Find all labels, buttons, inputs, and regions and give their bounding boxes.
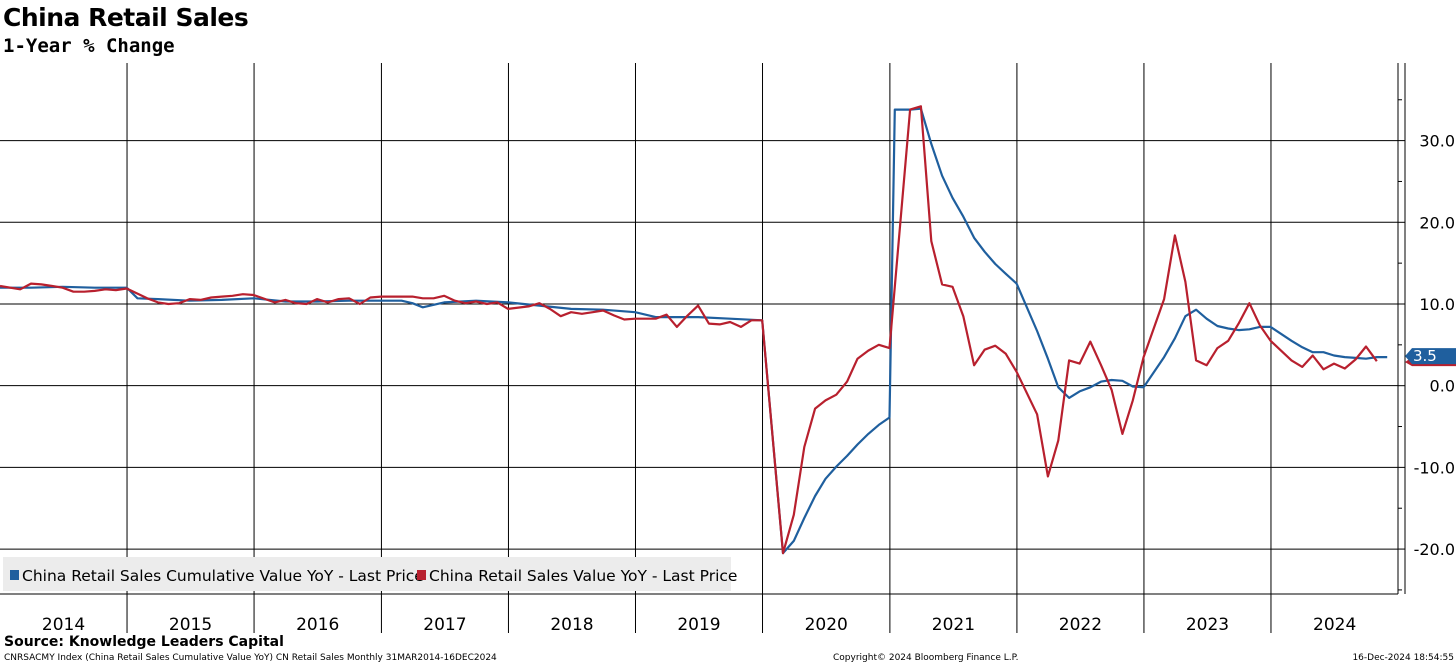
legend-label-monthly: China Retail Sales Value YoY - Last Pric… — [429, 567, 737, 585]
x-tick-label: 2016 — [296, 615, 339, 635]
y-tick-label: -20.0 — [1414, 540, 1455, 559]
series-line-cumulative — [0, 107, 1388, 555]
x-tick-label: 2014 — [42, 615, 85, 635]
legend-swatch-cumulative — [10, 570, 19, 580]
x-tick-label: 2019 — [677, 615, 720, 635]
last-value-tag-cumulative — [1405, 348, 1456, 365]
chart-subtitle: 1-Year % Change — [3, 35, 175, 57]
copyright-note: Copyright© 2024 Bloomberg Finance L.P. — [833, 653, 1019, 663]
x-tick-label: 2018 — [550, 615, 593, 635]
x-tick-label: 2022 — [1059, 615, 1102, 635]
y-tick-label: 0.0 — [1430, 377, 1455, 396]
y-tick-label: 20.0 — [1419, 213, 1455, 232]
y-tick-label: 10.0 — [1419, 295, 1455, 314]
x-tick-label: 2024 — [1313, 615, 1356, 635]
timestamp: 16-Dec-2024 18:54:55 — [1352, 653, 1454, 663]
x-tick-label: 2021 — [932, 615, 975, 635]
legend-background — [3, 557, 731, 591]
x-tick-label: 2023 — [1186, 615, 1229, 635]
legend: China Retail Sales Cumulative Value YoY … — [3, 557, 737, 591]
legend-label-cumulative: China Retail Sales Cumulative Value YoY … — [22, 567, 424, 585]
x-tick-label: 2017 — [423, 615, 466, 635]
legend-swatch-monthly — [417, 570, 426, 580]
y-tick-label: 30.0 — [1419, 132, 1455, 151]
source-note: Source: Knowledge Leaders Capital — [4, 634, 284, 650]
x-tick-label: 2020 — [805, 615, 848, 635]
chart-title: China Retail Sales — [3, 3, 249, 32]
y-tick-label: -10.0 — [1414, 458, 1455, 477]
x-tick-label: 2015 — [169, 615, 212, 635]
series-line-monthly — [0, 105, 1378, 555]
ticker-description: CNRSACMY Index (China Retail Sales Cumul… — [4, 653, 497, 663]
last-value-label: 3.5 — [1413, 347, 1437, 365]
